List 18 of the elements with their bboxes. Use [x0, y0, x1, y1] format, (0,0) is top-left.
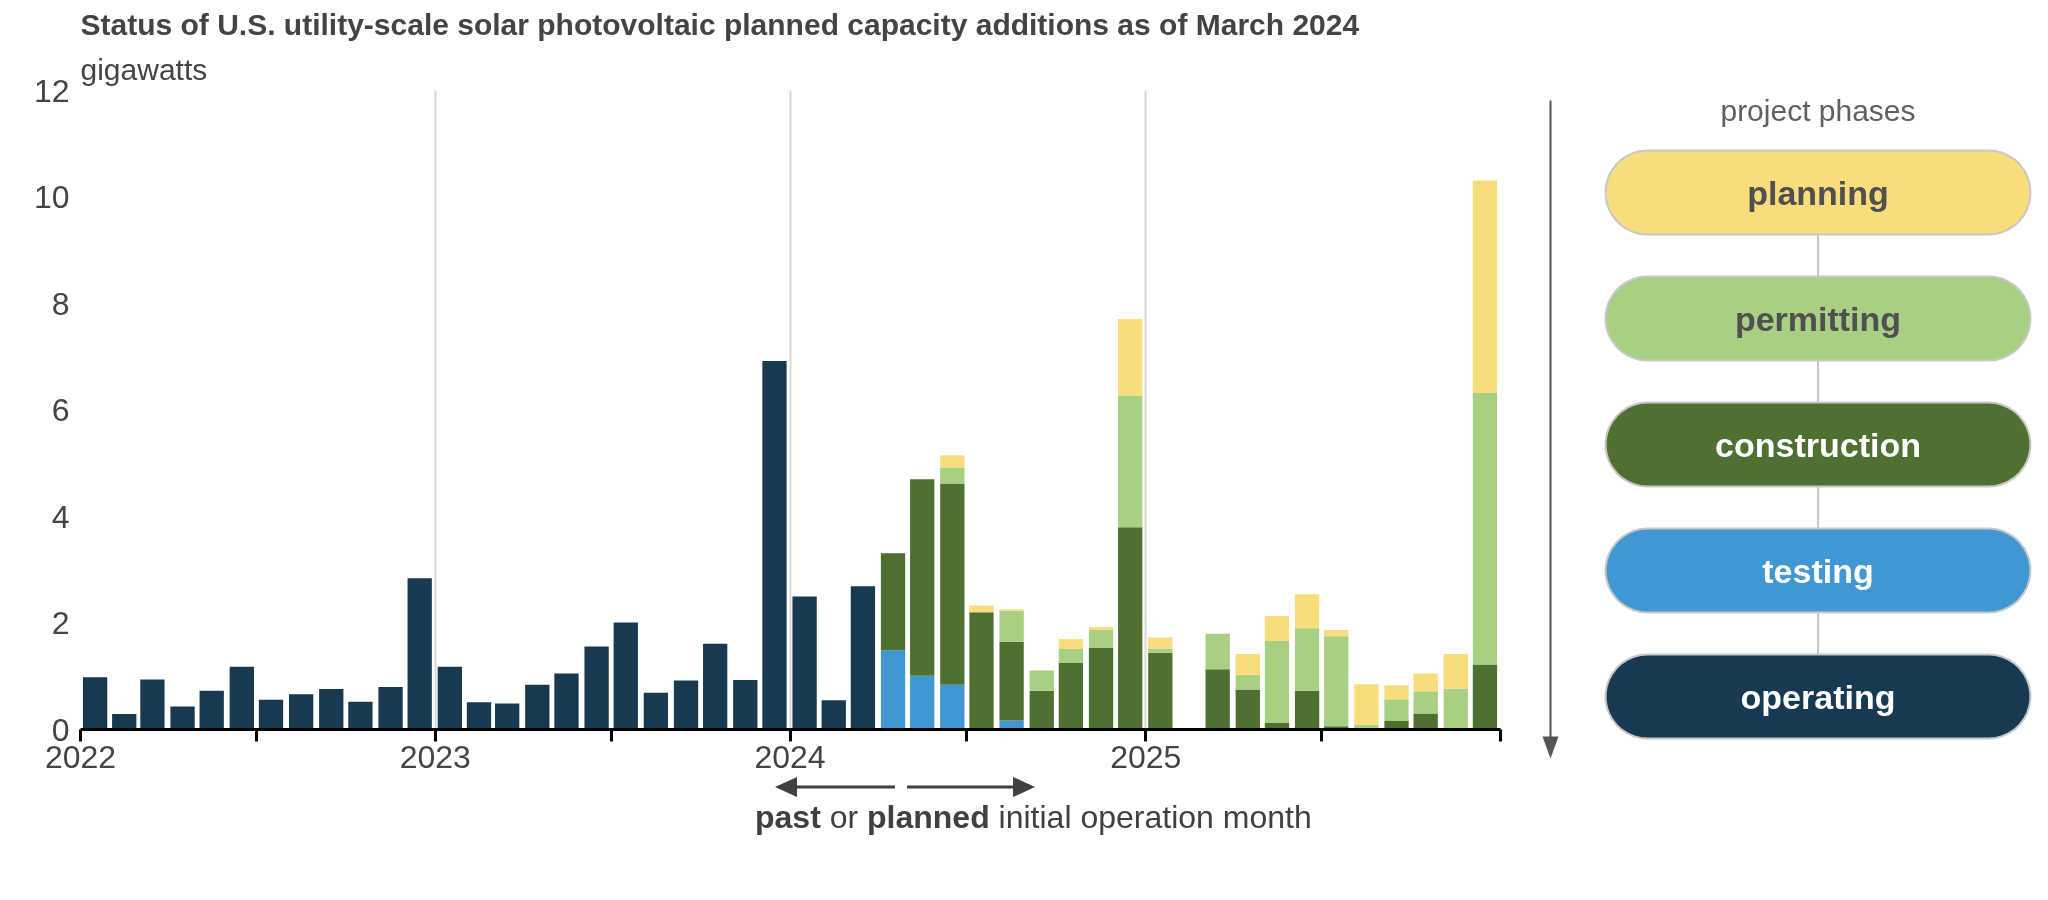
text: planning — [1747, 173, 1889, 212]
y-tick-label: 10 — [33, 179, 70, 215]
text: testing — [1762, 551, 1874, 590]
chart-title: Status of U.S. utility-scale solar photovoltaic planned capacity additions as of March 2024 — [80, 7, 1360, 41]
y-tick-label: 2 — [51, 605, 70, 641]
y-tick-label: 4 — [51, 498, 70, 535]
text: past or planned initial operation month — [755, 799, 1312, 836]
y-tick-label: 6 — [51, 392, 70, 428]
x-tick-label: 2025 — [1110, 738, 1182, 775]
y-tick-label: 8 — [51, 285, 70, 322]
x-tick-label: 2023 — [399, 738, 471, 775]
text: permitting — [1734, 299, 1902, 338]
legend-title: project phases — [1720, 94, 1916, 127]
chart-subtitle: gigawatts — [80, 52, 208, 86]
y-tick-label: 12 — [33, 72, 70, 109]
text: construction — [1715, 425, 1921, 464]
text: operating — [1740, 677, 1896, 716]
x-tick-label: 2024 — [754, 738, 826, 775]
